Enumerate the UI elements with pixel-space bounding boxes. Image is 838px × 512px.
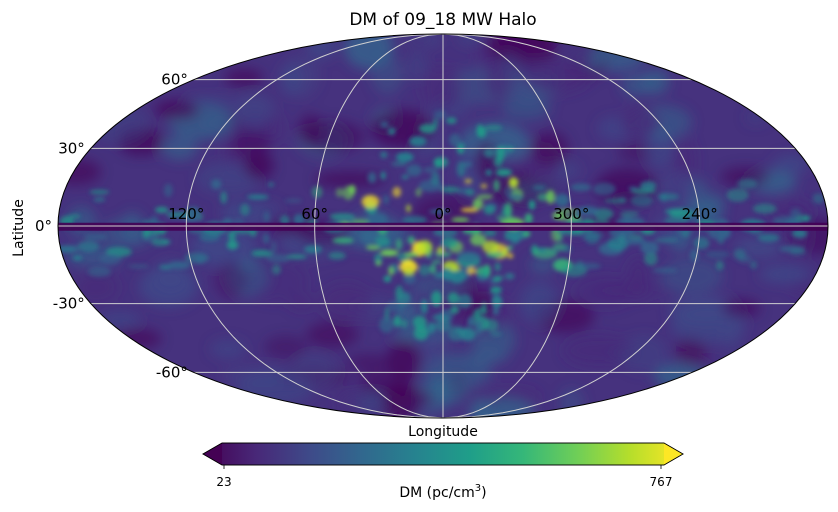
colorbar-label-suffix: ): [481, 485, 486, 501]
latitude-tick-label: 60°: [161, 71, 188, 89]
longitude-grid-line: [185, 34, 444, 418]
longitude-tick-labels: 120° 60° 0° 300° 240°: [168, 205, 718, 223]
y-axis-label: Latitude: [11, 199, 27, 257]
colorbar-max-extension: [664, 443, 683, 465]
graticule: [58, 34, 828, 418]
map-plot-area: 120° 60° 0° 300° 240° 60° 30° 0° -30° -60°: [35, 33, 829, 419]
longitude-tick-label: 60°: [301, 205, 328, 223]
colorbar-min-extension: [203, 443, 222, 465]
longitude-tick-label: 0°: [434, 205, 451, 223]
colorbar: 23 767 DM (pc/cm3): [202, 442, 684, 501]
colorbar-label: DM (pc/cm3): [399, 483, 486, 501]
latitude-tick-label: -30°: [53, 295, 85, 313]
longitude-grid-line: [442, 34, 701, 418]
colorbar-max-label: 767: [650, 475, 673, 489]
latitude-tick-label: 30°: [58, 139, 85, 157]
map-outline: [57, 33, 829, 419]
latitude-tick-label: -60°: [156, 363, 188, 381]
latitude-tick-labels: 60° 30° 0° -30° -60°: [35, 71, 188, 382]
colorbar-label-prefix: DM (pc/cm: [399, 485, 474, 501]
longitude-grid-line: [314, 34, 444, 418]
longitude-tick-label: 240°: [682, 205, 718, 223]
x-axis-label: Longitude: [408, 424, 478, 440]
chart-title: DM of 09_18 MW Halo: [349, 10, 536, 30]
colorbar-label-superscript: 3: [475, 483, 481, 494]
longitude-tick-label: 120°: [168, 205, 204, 223]
latitude-tick-label: 0°: [35, 217, 52, 235]
colorbar-min-label: 23: [216, 475, 231, 489]
longitude-tick-label: 300°: [553, 205, 589, 223]
longitude-grid-line: [442, 34, 572, 418]
colorbar-gradient: [202, 442, 684, 466]
